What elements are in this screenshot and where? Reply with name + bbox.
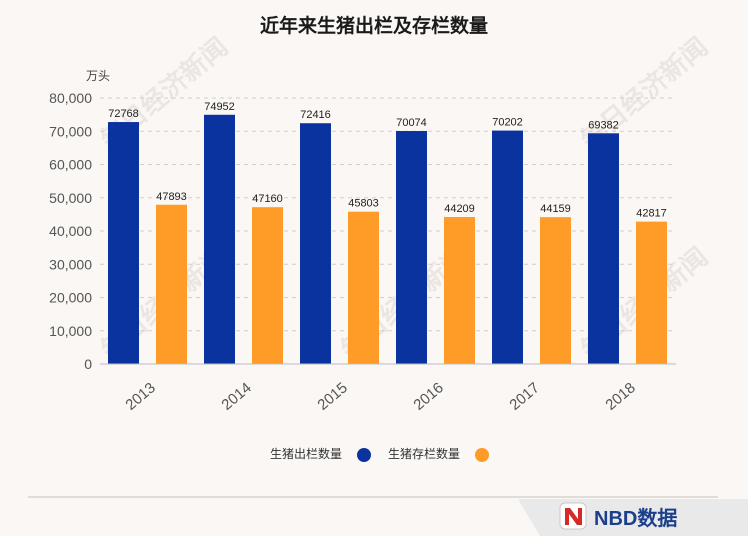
x-tick-label: 2017 — [506, 379, 542, 413]
legend-marker-1 — [475, 448, 489, 462]
x-tick-label: 2015 — [314, 379, 350, 413]
x-tick-label: 2018 — [602, 379, 638, 413]
data-label: 74952 — [204, 101, 235, 113]
x-tick-label: 2013 — [122, 379, 158, 413]
legend-label-1: 生猪存栏数量 — [388, 446, 460, 461]
data-label: 72768 — [108, 108, 139, 120]
bar-stock-2018 — [636, 221, 667, 364]
data-label: 44159 — [540, 203, 571, 215]
legend: 生猪出栏数量 生猪存栏数量 — [270, 446, 489, 462]
bar-stock-2014 — [252, 207, 283, 364]
bar-stock-2017 — [540, 217, 571, 364]
y-tick-label: 40,000 — [49, 223, 92, 239]
bar-outbound-2014 — [204, 114, 235, 364]
x-tick-label: 2014 — [218, 379, 254, 413]
nbd-logo: NBD数据 — [518, 499, 748, 536]
y-tick-label: 30,000 — [49, 256, 92, 272]
y-tick-label: 20,000 — [49, 290, 92, 306]
bar-outbound-2015 — [300, 123, 331, 364]
data-label: 47893 — [156, 191, 187, 203]
legend-marker-0 — [357, 448, 371, 462]
y-tick-label: 80,000 — [49, 90, 92, 106]
data-label: 70202 — [492, 117, 523, 129]
bar-outbound-2018 — [588, 133, 619, 364]
x-tick-label: 2016 — [410, 379, 446, 413]
y-axis-unit: 万头 — [86, 69, 110, 83]
data-label: 44209 — [444, 203, 475, 215]
data-label: 72416 — [300, 109, 331, 121]
legend-label-0: 生猪出栏数量 — [270, 446, 342, 461]
x-axis-ticks: 2013 2014 2015 2016 2017 2018 — [122, 379, 638, 413]
logo-text: NBD数据 — [594, 506, 677, 530]
data-label: 42817 — [636, 208, 667, 220]
data-labels: 72768 47893 74952 47160 72416 45803 70074 44209… — [108, 101, 667, 220]
bar-outbound-2016 — [396, 131, 427, 364]
bar-outbound-2013 — [108, 122, 139, 364]
y-tick-label: 10,000 — [49, 323, 92, 339]
bar-outbound-2017 — [492, 130, 523, 364]
bars — [108, 114, 667, 364]
data-label: 69382 — [588, 119, 619, 131]
y-tick-label: 60,000 — [49, 157, 92, 173]
data-label: 70074 — [396, 117, 427, 129]
bar-stock-2013 — [156, 204, 187, 364]
data-label: 47160 — [252, 193, 283, 205]
y-tick-label: 0 — [84, 356, 92, 372]
data-label: 45803 — [348, 198, 379, 210]
logo-icon-n — [565, 508, 582, 525]
y-tick-label: 50,000 — [49, 190, 92, 206]
bar-stock-2016 — [444, 217, 475, 364]
y-axis-ticks: 0 10,000 20,000 30,000 40,000 50,000 60,000 70,… — [49, 90, 92, 372]
chart-title: 近年来生猪出栏及存栏数量 — [260, 14, 488, 37]
y-tick-label: 70,000 — [49, 123, 92, 139]
grid — [100, 97, 676, 332]
bar-stock-2015 — [348, 211, 379, 364]
